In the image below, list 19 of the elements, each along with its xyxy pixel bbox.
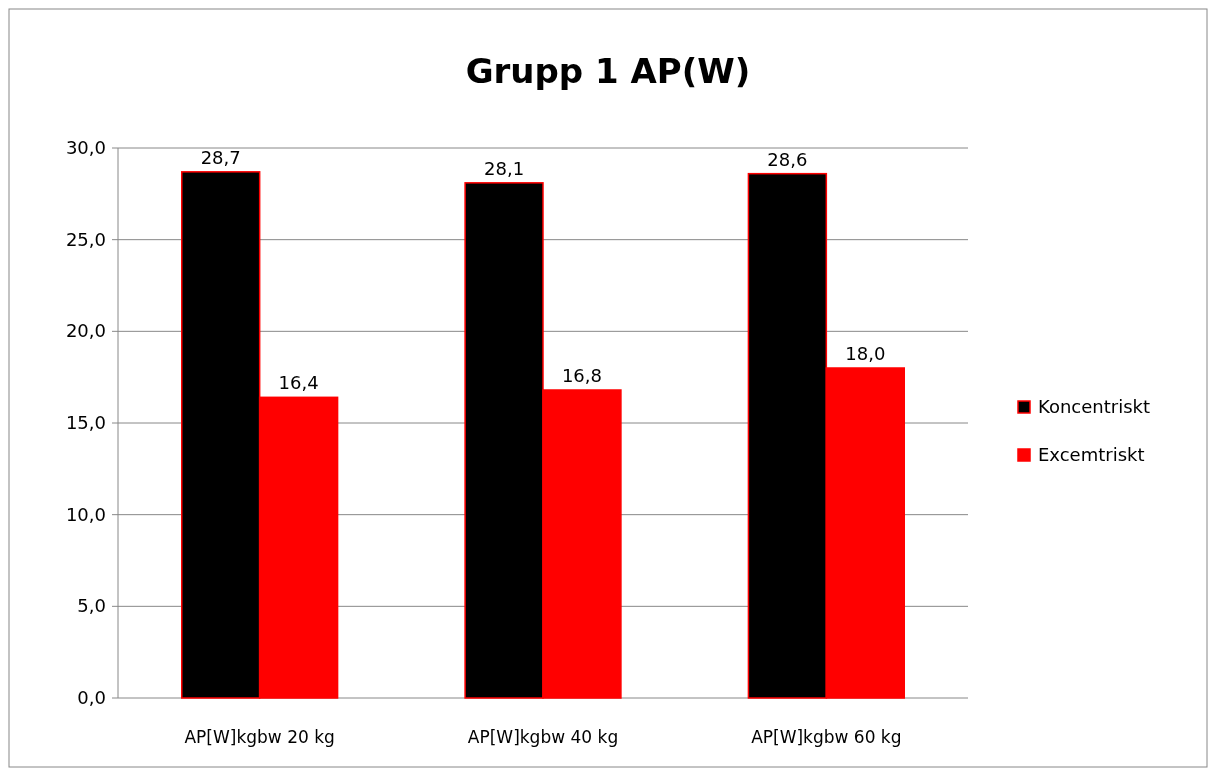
- chart-title: Grupp 1 AP(W): [465, 51, 751, 91]
- y-tick-label: 20,0: [65, 320, 106, 342]
- y-tick-label: 25,0: [65, 228, 106, 250]
- y-tick-label: 10,0: [65, 503, 106, 525]
- data-label: 28,1: [484, 157, 525, 179]
- y-tick-label: 30,0: [65, 137, 106, 158]
- data-label: 16,4: [278, 372, 319, 394]
- x-tick-label: AP[W]kgbw 60 kg: [751, 727, 902, 747]
- data-label: 16,8: [561, 365, 602, 386]
- data-label: 28,7: [200, 146, 241, 168]
- legend-label: Excemtriskt: [1038, 444, 1145, 465]
- y-tick-label: 15,0: [65, 412, 106, 433]
- y-tick-label: 5,0: [77, 595, 106, 617]
- y-tick-label: 0,0: [77, 687, 106, 708]
- x-tick-label: AP[W]kgbw 20 kg: [184, 727, 335, 747]
- data-label: 18,0: [845, 343, 886, 364]
- legend-label: Koncentriskt: [1038, 396, 1151, 417]
- x-tick-label: AP[W]kgbw 40 kg: [467, 727, 619, 747]
- data-label: 28,6: [767, 148, 808, 170]
